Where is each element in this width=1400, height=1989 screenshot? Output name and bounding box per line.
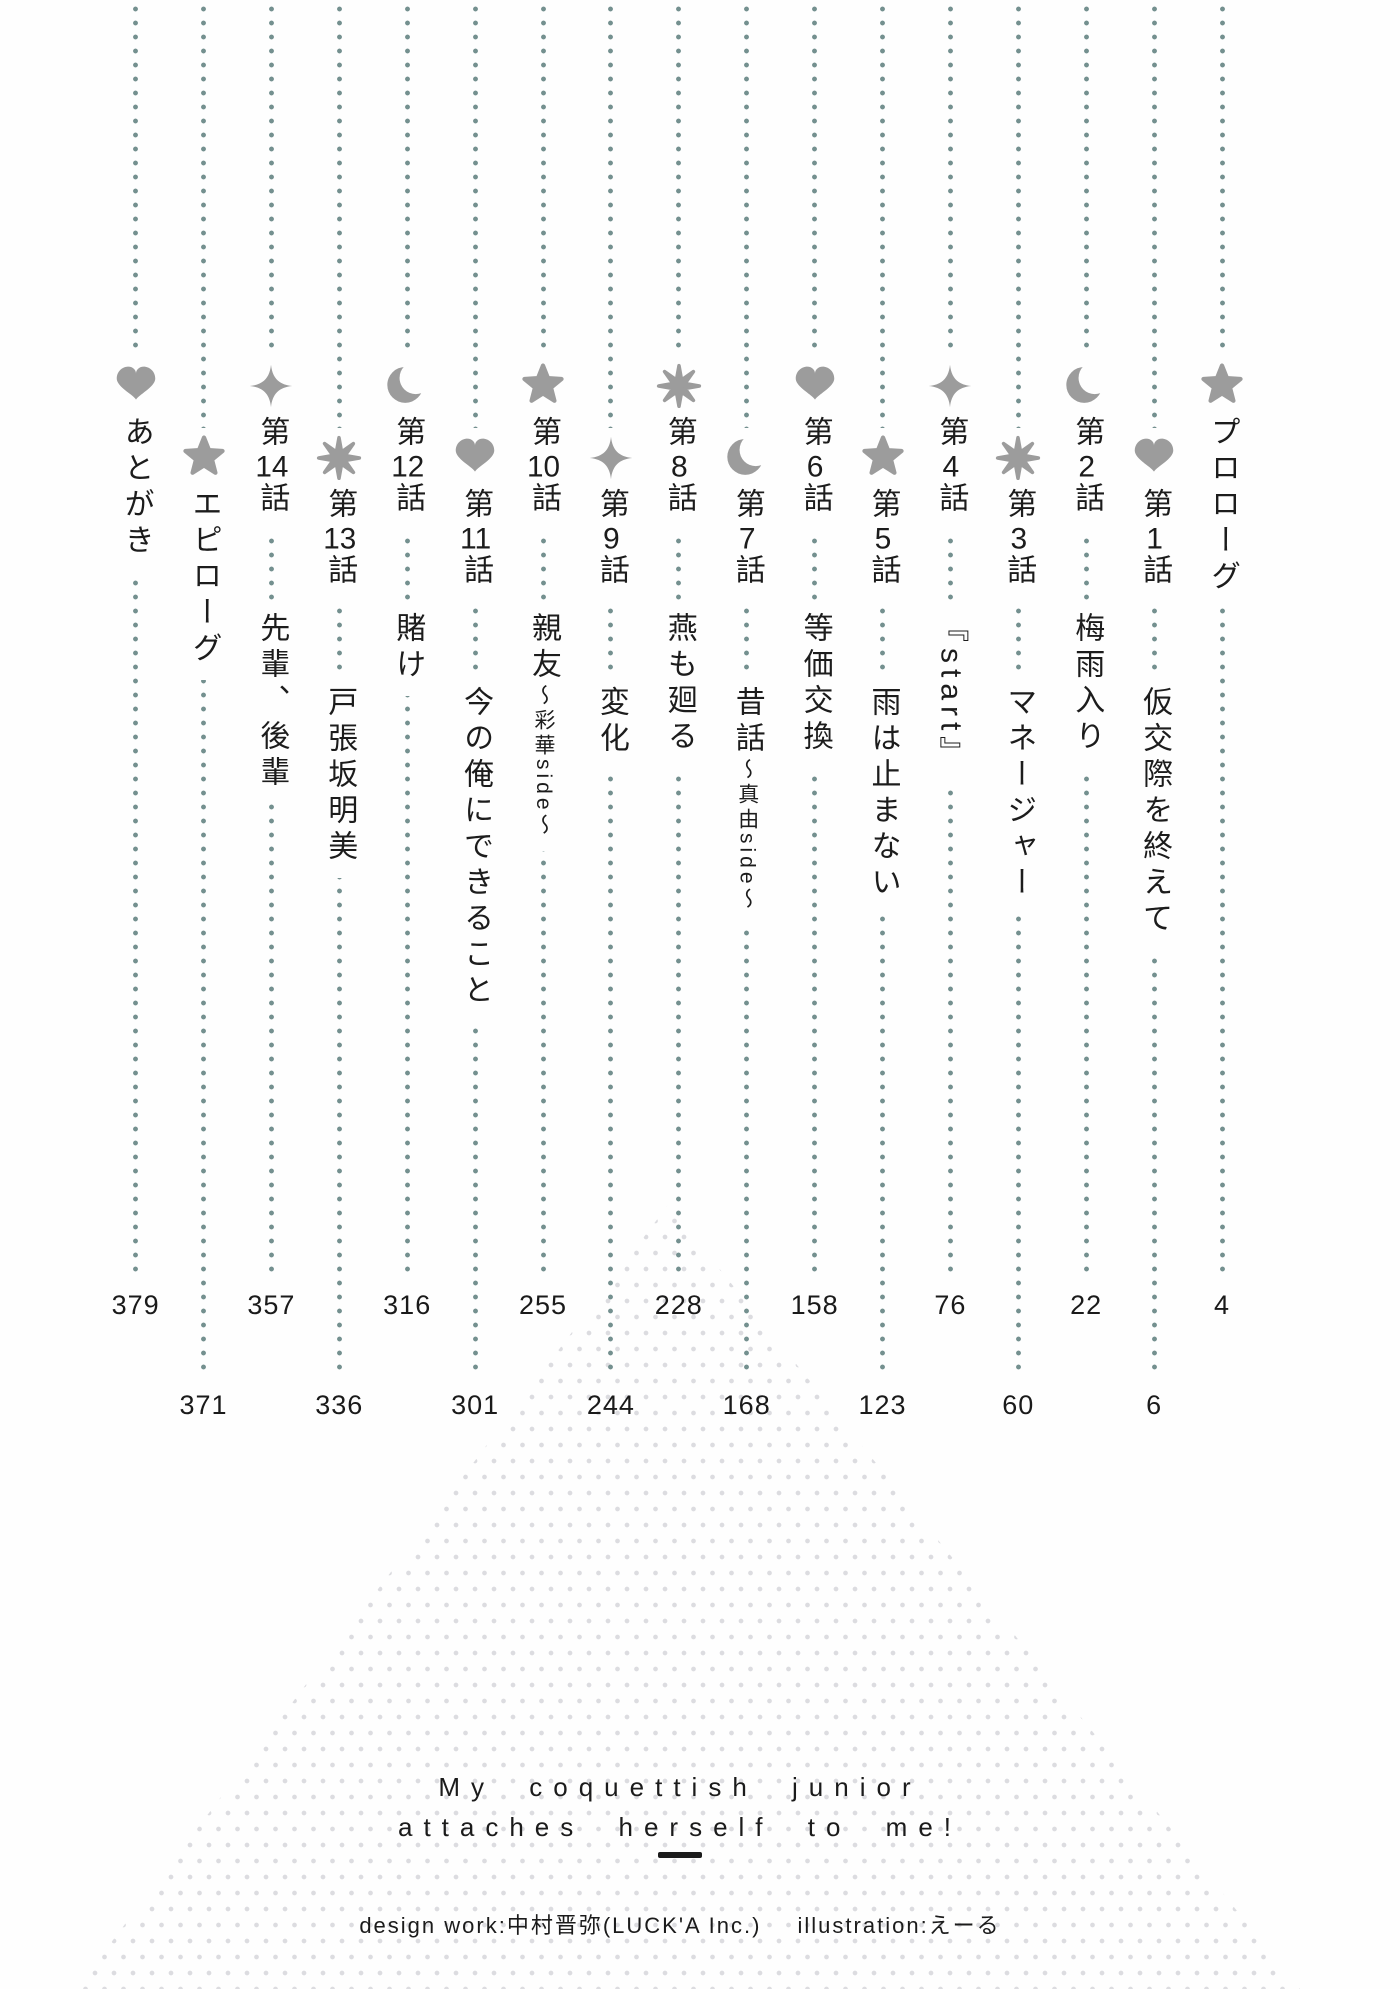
page-number: 336 (315, 1390, 364, 1420)
chapter-title: 親友〜彩華side〜 (527, 604, 560, 851)
sparkle-icon (585, 428, 636, 488)
toc-item: 第11話 今の俺にできること 301 (441, 0, 509, 1989)
page-number: 255 (518, 1290, 568, 1320)
chapter-title: 変化 (594, 678, 628, 770)
chapter-label: 第8話 (662, 408, 696, 530)
heart-icon (1130, 428, 1179, 484)
series-title-line2: attaches herself to me! (397, 1812, 963, 1842)
chapter-title: 賭け (391, 604, 424, 696)
illustration-credit: illustration:えーる (797, 1913, 1001, 1938)
page-number: 4 (1213, 1290, 1231, 1320)
moon-icon (384, 356, 431, 412)
page-number: 244 (586, 1390, 635, 1420)
page-number: 316 (383, 1290, 432, 1320)
moon-icon (723, 428, 770, 484)
chapter-title: 仮交際を終えて (1138, 678, 1171, 950)
page-number: 158 (790, 1290, 839, 1320)
sparkle-icon (246, 356, 297, 416)
chapter-title: 『start』 (934, 604, 967, 785)
chapter-title: 等価交換 (798, 604, 832, 768)
chapter-label: エピローグ (187, 480, 221, 680)
toc-item: 第1話 仮交際を終えて 6 (1120, 0, 1188, 1989)
chapter-title-suffix: 〜真由side〜 (735, 758, 759, 913)
chapter-title: 雨は止まない (866, 678, 900, 914)
page-number: 168 (722, 1390, 771, 1420)
star-icon (519, 356, 567, 414)
chapter-label: 第10話 (527, 408, 560, 530)
chapter-label: あとがき (119, 408, 153, 572)
page-number: 76 (934, 1290, 967, 1320)
chapter-title: 昔話〜真由side〜 (730, 678, 764, 925)
credits-line: design work:中村晋弥(LUCK'A Inc.) illustrati… (345, 1908, 1014, 1940)
toc-item: 第10話 親友〜彩華side〜 255 (509, 0, 577, 1989)
toc-item: 第8話 燕も廻る 228 (645, 0, 713, 1989)
burst-icon (653, 356, 704, 416)
chapter-label: 第2話 (1070, 408, 1103, 530)
dotted-line (201, 0, 206, 1378)
chapter-label: 第3話 (1002, 480, 1035, 602)
star-icon (179, 428, 228, 486)
heart-icon (790, 356, 839, 412)
chapter-title: 先輩、後輩 (255, 604, 288, 804)
divider-dash (658, 1852, 702, 1858)
page-number: 228 (654, 1290, 703, 1320)
toc-item: 第6話 等価交換 158 (781, 0, 849, 1989)
star-icon (858, 428, 907, 486)
chapter-label: 第14話 (255, 408, 288, 530)
toc-item: 第4話 『start』 76 (916, 0, 984, 1989)
toc-item: プロローグ 4 (1188, 0, 1256, 1989)
moon-icon (1063, 356, 1110, 412)
design-credit: design work:中村晋弥(LUCK'A Inc.) (359, 1913, 762, 1938)
chapter-title: 燕も廻る (662, 604, 696, 768)
heart-icon (111, 356, 160, 412)
page-number: 6 (1146, 1390, 1163, 1420)
page-number: 60 (1002, 1390, 1035, 1420)
chapter-label: 第4話 (934, 408, 967, 530)
chapter-title: 今の俺にできること (459, 678, 492, 1022)
toc-item: 第5話 雨は止まない 123 (849, 0, 917, 1989)
toc-item: 第2話 梅雨入り 22 (1052, 0, 1120, 1989)
toc-item: 第7話 昔話〜真由side〜 168 (713, 0, 781, 1989)
toc-item: あとがき 379 (102, 0, 170, 1989)
chapter-title-suffix: 〜彩華side〜 (532, 684, 555, 839)
chapter-title: マネージャー (1002, 678, 1035, 914)
heart-icon (451, 428, 500, 484)
sparkle-icon (925, 356, 976, 416)
toc-item: 第9話 変化 244 (577, 0, 645, 1989)
burst-icon (314, 428, 365, 488)
chapter-label: 第7話 (730, 480, 764, 602)
chapter-label: 第11話 (459, 480, 492, 602)
page-number: 379 (111, 1290, 160, 1320)
toc-item: 第3話 マネージャー 60 (984, 0, 1052, 1989)
series-title-line1: My coquettish junior (438, 1772, 922, 1802)
page-number: 22 (1070, 1290, 1103, 1320)
chapter-label: プロローグ (1206, 408, 1239, 608)
chapter-title: 戸張坂明美 (323, 678, 356, 878)
dotted-line (1219, 0, 1225, 1277)
page-number: 371 (179, 1390, 228, 1420)
chapter-label: 第1話 (1138, 480, 1171, 602)
burst-icon (993, 428, 1044, 488)
toc-item: 第13話 戸張坂明美 336 (305, 0, 373, 1989)
toc-item: 第14話 先輩、後輩 357 (237, 0, 305, 1989)
chapter-label: 第9話 (594, 480, 628, 602)
chapter-label: 第12話 (391, 408, 424, 530)
chapter-title: 梅雨入り (1070, 604, 1103, 768)
toc-item: エピローグ 371 (170, 0, 238, 1989)
star-icon (1198, 356, 1246, 414)
chapter-label: 第13話 (323, 480, 356, 602)
chapter-label: 第6話 (798, 408, 832, 530)
chapter-label: 第5話 (866, 480, 900, 602)
page-number: 357 (247, 1290, 296, 1320)
page-number: 123 (858, 1390, 907, 1420)
page-number: 301 (451, 1390, 500, 1420)
dotted-line (133, 0, 139, 1277)
toc-item: 第12話 賭け 316 (373, 0, 441, 1989)
